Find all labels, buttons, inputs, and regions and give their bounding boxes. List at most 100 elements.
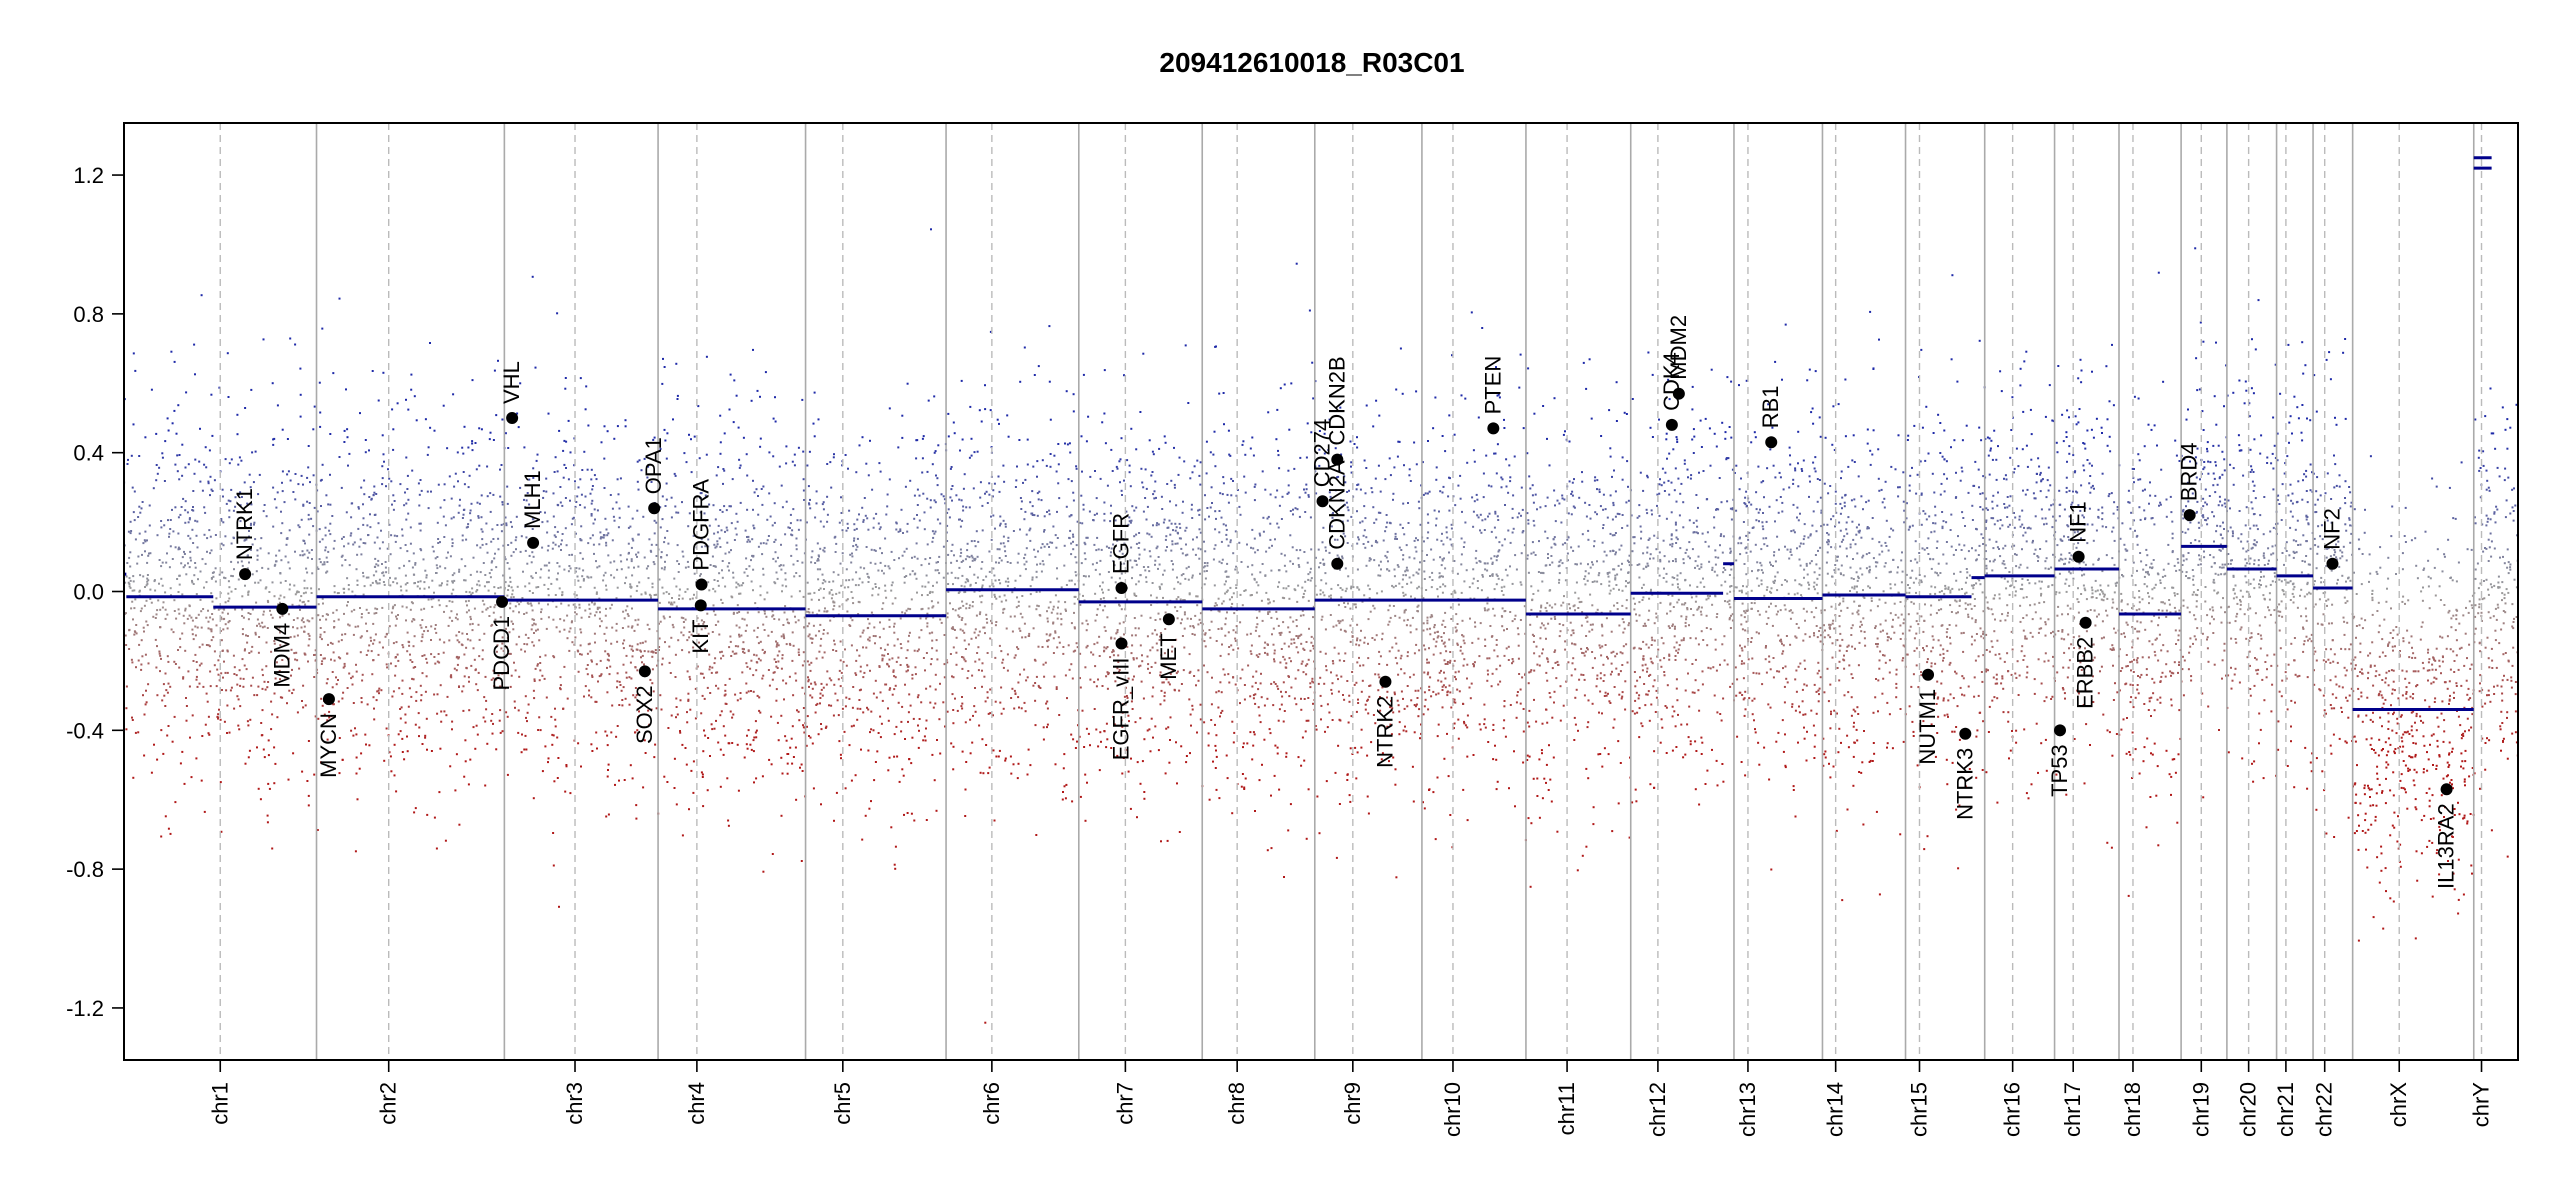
probe-point [533, 622, 536, 625]
probe-point [1072, 410, 1075, 413]
probe-point [1046, 617, 1049, 620]
probe-point [655, 543, 658, 546]
probe-point [839, 753, 842, 756]
probe-point [990, 622, 993, 625]
probe-point [255, 601, 258, 604]
probe-point [595, 731, 598, 734]
probe-point [284, 555, 287, 558]
probe-point [366, 524, 369, 527]
probe-point [239, 705, 242, 708]
probe-point [773, 618, 776, 620]
probe-point [394, 540, 397, 543]
probe-point [1134, 721, 1137, 724]
probe-point [750, 580, 753, 583]
probe-point [257, 493, 260, 496]
probe-point [1130, 757, 1132, 760]
probe-point [1175, 672, 1178, 675]
probe-point [584, 408, 587, 411]
probe-point [544, 654, 547, 657]
probe-point [1018, 706, 1020, 709]
probe-point [631, 777, 634, 780]
probe-point [300, 626, 303, 629]
probe-point [196, 546, 199, 549]
probe-point [443, 710, 446, 713]
probe-point [398, 687, 401, 690]
probe-point [436, 556, 439, 558]
probe-point [273, 564, 276, 567]
probe-point [468, 709, 471, 712]
probe-point [1159, 618, 1162, 621]
probe-point [855, 571, 858, 574]
probe-point [650, 708, 653, 711]
probe-point [1041, 543, 1044, 546]
probe-point [338, 772, 341, 775]
probe-point [584, 495, 587, 498]
probe-point [1123, 542, 1126, 545]
probe-point [1034, 555, 1037, 558]
probe-point [1056, 537, 1059, 539]
probe-point [365, 622, 367, 625]
probe-point [781, 772, 784, 775]
probe-point [1118, 569, 1121, 572]
probe-point [780, 635, 783, 638]
probe-point [481, 649, 484, 652]
probe-point [630, 586, 633, 589]
probe-point [1146, 635, 1149, 638]
probe-point [909, 704, 912, 707]
probe-point [957, 614, 960, 617]
probe-point [706, 789, 709, 792]
probe-point [1005, 627, 1008, 630]
probe-point [1135, 563, 1138, 566]
probe-point [476, 689, 479, 692]
probe-point [324, 546, 327, 549]
probe-point [802, 489, 805, 492]
probe-point [494, 592, 497, 595]
probe-point [499, 709, 502, 712]
probe-point [420, 549, 423, 552]
probe-point [936, 518, 939, 521]
probe-point [1174, 522, 1177, 525]
probe-point [593, 632, 596, 635]
probe-point [619, 554, 622, 557]
probe-point [1121, 711, 1124, 714]
probe-point [940, 621, 943, 624]
probe-point [553, 656, 556, 659]
probe-point [319, 561, 322, 564]
probe-point [1054, 630, 1057, 633]
probe-point [1198, 513, 1201, 516]
probe-point [670, 714, 673, 717]
probe-point [1122, 538, 1124, 541]
probe-point [911, 673, 914, 676]
probe-point [1019, 528, 1021, 531]
probe-point [567, 478, 570, 481]
probe-point [1184, 344, 1187, 347]
probe-point [592, 522, 595, 525]
probe-point [280, 559, 283, 562]
probe-point [517, 731, 520, 734]
probe-point [937, 601, 940, 604]
probe-point [707, 581, 710, 584]
probe-point [1004, 759, 1007, 762]
probe-point [486, 607, 489, 610]
probe-point [1055, 686, 1058, 689]
probe-point [590, 659, 593, 662]
probe-point [1163, 699, 1166, 702]
probe-point [968, 607, 971, 609]
probe-point [838, 669, 841, 672]
probe-point [1151, 471, 1154, 473]
probe-point [171, 508, 173, 511]
probe-point [343, 429, 346, 432]
probe-point [1187, 578, 1190, 581]
probe-point [968, 556, 971, 559]
probe-point [406, 631, 409, 634]
probe-point [744, 629, 747, 632]
probe-point [602, 536, 605, 539]
probe-point [967, 580, 970, 583]
probe-point [1037, 684, 1040, 687]
probe-point [456, 663, 459, 666]
probe-point [578, 567, 581, 570]
probe-point [224, 577, 227, 580]
probe-point [995, 621, 998, 623]
probe-point [392, 690, 395, 693]
probe-point [155, 613, 158, 616]
